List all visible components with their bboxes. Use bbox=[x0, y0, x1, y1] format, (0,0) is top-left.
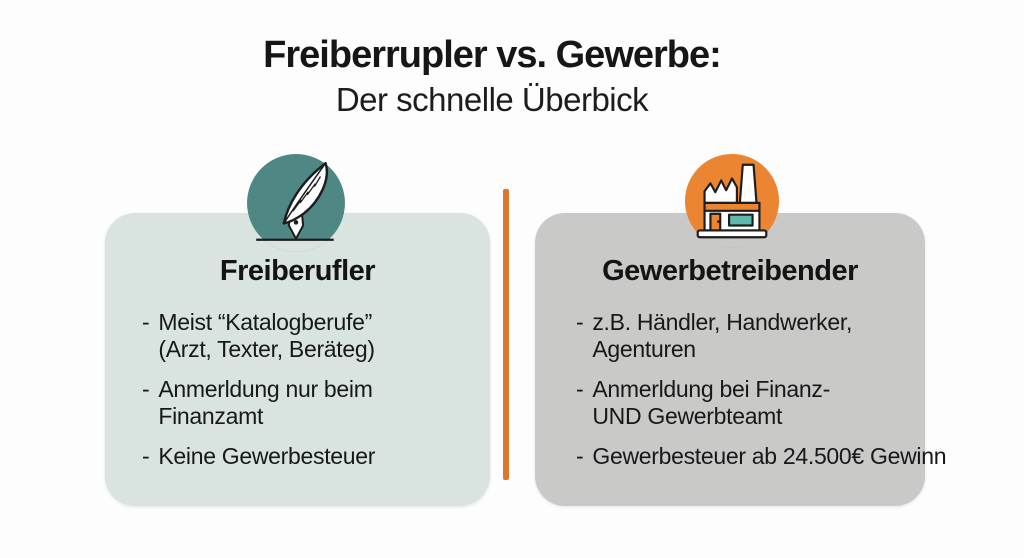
bullet-line: (Arzt, Texter, Beräteg) bbox=[158, 336, 375, 362]
page-subtitle: Der schnelle Überbick bbox=[335, 81, 649, 118]
trade-card: Gewerbetreibender - z.B. Händler, Handwer… bbox=[535, 213, 946, 506]
bullet-line: Anmerldung nur beim bbox=[158, 376, 373, 402]
bullet-dash: - bbox=[576, 376, 584, 402]
freelancer-card: Freiberufler - Meist “Katalogberufe” (Arzt… bbox=[105, 213, 490, 506]
bullet-line: Finanzamt bbox=[158, 403, 264, 429]
page-title: Freiberrupler vs. Gewerbe: bbox=[263, 34, 722, 76]
bullet-line: Agenturen bbox=[592, 336, 696, 362]
header: Freiberrupler vs. Gewerbe: Der schnelle … bbox=[0, 34, 1004, 120]
quill-icon bbox=[245, 152, 347, 254]
bullet-line: Keine Gewerbesteuer bbox=[158, 443, 376, 469]
factory-icon bbox=[683, 152, 781, 250]
bullet-line: z.B. Händler, Handwerker, bbox=[592, 309, 853, 335]
bullet-item: - Meist “Katalogberufe” (Arzt, Texter, Ber… bbox=[142, 309, 480, 363]
vertical-divider bbox=[503, 189, 509, 480]
bullet-dash: - bbox=[142, 443, 150, 469]
bullet-line: Meist “Katalogberufe” bbox=[158, 309, 372, 335]
bullet-item: - Keine Gewerbesteuer bbox=[142, 443, 480, 470]
bullet-item: - Gewerbesteuer ab 24.500€ Gewinn bbox=[576, 443, 946, 470]
bullet-line: Anmerldung bei Finanz- bbox=[592, 376, 830, 402]
trade-card-title: Gewerbetreibender bbox=[602, 255, 858, 287]
bullet-line: Gewerbesteuer ab 24.500€ Gewinn bbox=[592, 443, 947, 469]
bullet-line: UND Gewerbteamt bbox=[592, 403, 783, 429]
trade-bullet-list: - z.B. Händler, Handwerker, Agenturen - Anme… bbox=[535, 309, 946, 470]
bullet-dash: - bbox=[142, 376, 150, 402]
bullet-dash: - bbox=[142, 309, 150, 335]
bullet-item: - Anmerldung nur beim Finanzamt bbox=[142, 376, 480, 430]
freelancer-card-title: Freiberufler bbox=[219, 255, 376, 287]
bullet-dash: - bbox=[576, 443, 584, 469]
bullet-item: - z.B. Händler, Handwerker, Agenturen bbox=[576, 309, 915, 363]
freelancer-bullet-list: - Meist “Katalogberufe” (Arzt, Texter, Ber… bbox=[105, 309, 490, 470]
bullet-dash: - bbox=[576, 309, 584, 335]
bullet-item: - Anmerldung bei Finanz- UND Gewerbteamt bbox=[576, 376, 915, 430]
